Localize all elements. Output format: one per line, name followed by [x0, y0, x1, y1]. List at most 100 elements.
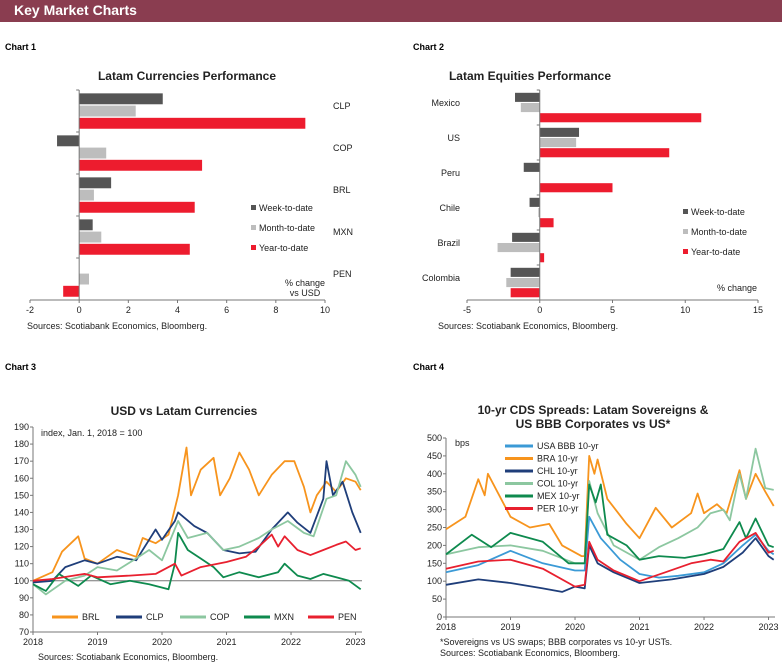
- bar-cop-3: [79, 159, 203, 171]
- legend-label: Year-to-date: [691, 247, 740, 257]
- x-tick-label: 0: [537, 305, 542, 315]
- y-tick-label: 160: [14, 473, 29, 483]
- bar-chile-3: [539, 218, 554, 228]
- bar-chile-2: [538, 207, 540, 218]
- x-tick-label: 2020: [565, 622, 585, 632]
- bar-clp-1: [79, 93, 163, 105]
- legend-label: CLP: [146, 612, 164, 622]
- legend-label: CHL 10-yr: [537, 466, 578, 476]
- legend-label: USA BBB 10-yr: [537, 441, 599, 451]
- category-label: PEN: [333, 269, 352, 279]
- bar-colombia-1: [510, 267, 540, 277]
- source-note: Sources: Scotiabank Economics, Bloomberg…: [27, 321, 207, 331]
- bar-brl-2: [79, 189, 94, 201]
- series-line-mex: [445, 483, 774, 565]
- legend-label: COL 10-yr: [537, 479, 578, 489]
- header-bar: Key Market Charts: [0, 0, 782, 22]
- category-label: Chile: [439, 203, 460, 213]
- legend-label: Week-to-date: [259, 203, 313, 213]
- category-label: Colombia: [422, 273, 460, 283]
- y-tick-label: 200: [427, 540, 442, 550]
- chart-title: Latam Equities Performance: [449, 69, 611, 83]
- bar-cop-2: [79, 147, 107, 159]
- series-line-cop: [32, 460, 362, 596]
- y-tick-label: 450: [427, 451, 442, 461]
- x-tick-label: 10: [320, 305, 330, 315]
- bar-mxn-1: [79, 219, 93, 231]
- bar-colombia-3: [510, 288, 540, 298]
- y-tick-label: 150: [427, 558, 442, 568]
- y-tick-label: 150: [14, 490, 29, 500]
- x-tick-label: 2020: [152, 637, 172, 647]
- bar-brazil-2: [497, 242, 540, 253]
- y-tick-label: 90: [19, 593, 29, 603]
- chart-title: USD vs Latam Currencies: [111, 404, 258, 418]
- category-label: Mexico: [431, 98, 460, 108]
- bar-mxn-3: [79, 243, 190, 255]
- bar-us-2: [539, 137, 577, 148]
- series-line-bra: [445, 454, 775, 557]
- y-tick-label: 350: [427, 487, 442, 497]
- chart-title: Latam Currencies Performance: [98, 69, 276, 83]
- x-tick-label: 2018: [436, 622, 456, 632]
- category-label: CLP: [333, 101, 351, 111]
- legend-label: COP: [210, 612, 230, 622]
- y-tick-label: 80: [19, 610, 29, 620]
- series-line-per: [445, 532, 774, 588]
- y-tick-label: 100: [427, 576, 442, 586]
- y-tick-label: 140: [14, 507, 29, 517]
- unit-note: % change: [717, 283, 757, 293]
- y-tick-label: 110: [15, 559, 29, 569]
- page-title: Key Market Charts: [14, 2, 137, 18]
- unit-note-line1: % change: [285, 278, 325, 288]
- legend-swatch: [251, 205, 256, 210]
- legend-label: Year-to-date: [259, 243, 308, 253]
- x-tick-label: 0: [77, 305, 82, 315]
- source-note: Sources: Scotiabank Economics, Bloomberg…: [438, 321, 618, 331]
- bar-mxn-2: [79, 231, 102, 243]
- bar-clp-3: [79, 117, 306, 129]
- legend-label: MEX 10-yr: [537, 491, 580, 501]
- category-label: US: [447, 133, 460, 143]
- bar-mexico-1: [515, 92, 540, 102]
- x-tick-label: 2022: [694, 622, 714, 632]
- y-tick-label: 300: [427, 505, 442, 515]
- legend-label: PER 10-yr: [537, 504, 579, 514]
- bar-peru-1: [523, 162, 540, 172]
- x-tick-label: 2021: [217, 637, 237, 647]
- y-tick-label: 130: [14, 525, 29, 535]
- bar-us-1: [539, 127, 580, 137]
- legend-swatch: [683, 209, 688, 214]
- y-tick-label: 0: [437, 612, 442, 622]
- bar-pen-2: [79, 273, 89, 285]
- y-tick-label: 500: [427, 433, 442, 443]
- legend-swatch: [251, 225, 256, 230]
- y-unit-note: index, Jan. 1, 2018 = 100: [41, 428, 142, 438]
- chart-3-label: Chart 3: [5, 362, 37, 372]
- bar-clp-2: [79, 105, 136, 117]
- legend-label: Month-to-date: [259, 223, 315, 233]
- bar-brl-1: [79, 177, 112, 189]
- chart-1-label: Chart 1: [5, 42, 37, 52]
- category-label: BRL: [333, 185, 351, 195]
- series-line-col: [445, 447, 774, 565]
- bar-mexico-2: [520, 102, 540, 113]
- series-line-brl: [32, 446, 362, 582]
- legend-label: Month-to-date: [691, 227, 747, 237]
- bar-brazil-1: [512, 232, 540, 242]
- legend-swatch: [683, 249, 688, 254]
- chart-title: 10-yr CDS Spreads: Latam Sovereigns &: [478, 403, 709, 417]
- series-line-pen: [32, 533, 361, 582]
- y-tick-label: 250: [427, 523, 442, 533]
- category-label: Peru: [441, 168, 460, 178]
- footnote: *Sovereigns vs US swaps; BBB corporates …: [440, 637, 672, 647]
- x-tick-label: 15: [753, 305, 763, 315]
- legend-label: PEN: [338, 612, 357, 622]
- x-tick-label: 2023: [346, 637, 366, 647]
- x-tick-label: 2021: [630, 622, 650, 632]
- y-unit-note: bps: [455, 438, 470, 448]
- bar-mexico-3: [539, 113, 702, 123]
- x-tick-label: 2018: [23, 637, 43, 647]
- bar-peru-3: [539, 183, 613, 193]
- legend-swatch: [251, 245, 256, 250]
